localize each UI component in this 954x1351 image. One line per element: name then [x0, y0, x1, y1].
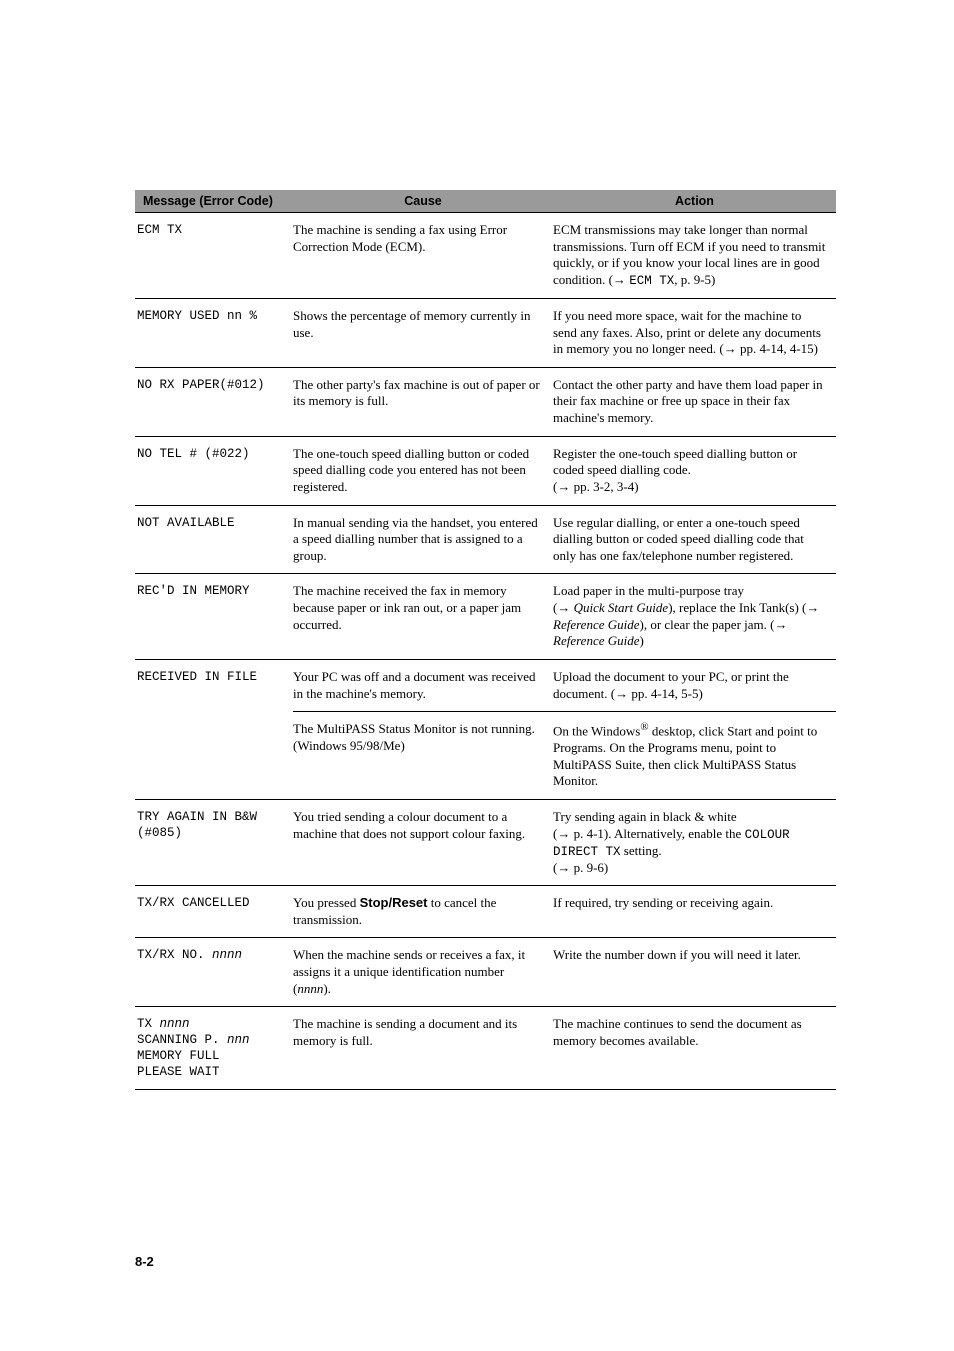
cell-action: Contact the other party and have them lo… [553, 367, 836, 436]
cell-action: ECM transmissions may take longer than n… [553, 213, 836, 299]
table-row: TX nnnnSCANNING P. nnnMEMORY FULLPLEASE … [135, 1007, 836, 1090]
page-number: 8-2 [135, 1254, 154, 1269]
table-row: TRY AGAIN IN B&W (#085)You tried sending… [135, 799, 836, 885]
cell-message: NOT AVAILABLE [135, 505, 293, 574]
cell-cause: You pressed Stop/Reset to cancel the tra… [293, 886, 553, 938]
header-cause: Cause [293, 190, 553, 213]
cell-message: TRY AGAIN IN B&W (#085) [135, 799, 293, 885]
cell-cause: The other party's fax machine is out of … [293, 367, 553, 436]
cell-cause: When the machine sends or receives a fax… [293, 938, 553, 1007]
cell-message: NO RX PAPER(#012) [135, 367, 293, 436]
cell-action: Try sending again in black & white(→ p. … [553, 799, 836, 885]
table-row: NO TEL # (#022)The one-touch speed diall… [135, 436, 836, 505]
cell-cause: The machine received the fax in memory b… [293, 574, 553, 660]
table-body: ECM TXThe machine is sending a fax using… [135, 213, 836, 1090]
cell-action: Register the one-touch speed dialling bu… [553, 436, 836, 505]
cell-action: Load paper in the multi-purpose tray(→ Q… [553, 574, 836, 660]
page-content: Message (Error Code) Cause Action ECM TX… [0, 0, 954, 1090]
cell-action: If required, try sending or receiving ag… [553, 886, 836, 938]
cell-action: If you need more space, wait for the mac… [553, 298, 836, 367]
cell-cause: Your PC was off and a document was recei… [293, 659, 553, 711]
table-row: REC'D IN MEMORYThe machine received the … [135, 574, 836, 660]
table-row: MEMORY USED nn %Shows the percentage of … [135, 298, 836, 367]
cell-action: Write the number down if you will need i… [553, 938, 836, 1007]
cell-cause: You tried sending a colour document to a… [293, 799, 553, 885]
cell-cause: Shows the percentage of memory currently… [293, 298, 553, 367]
cell-message: MEMORY USED nn % [135, 298, 293, 367]
table-row: The MultiPASS Status Monitor is not runn… [135, 712, 836, 800]
cell-cause: The MultiPASS Status Monitor is not runn… [293, 712, 553, 800]
cell-message: TX/RX NO. nnnn [135, 938, 293, 1007]
cell-message: RECEIVED IN FILE [135, 659, 293, 711]
cell-cause: The one-touch speed dialling button or c… [293, 436, 553, 505]
table-row: TX/RX CANCELLEDYou pressed Stop/Reset to… [135, 886, 836, 938]
table-row: RECEIVED IN FILEYour PC was off and a do… [135, 659, 836, 711]
table-row: TX/RX NO. nnnnWhen the machine sends or … [135, 938, 836, 1007]
cell-cause: The machine is sending a document and it… [293, 1007, 553, 1090]
header-message: Message (Error Code) [135, 190, 293, 213]
header-action: Action [553, 190, 836, 213]
cell-message: NO TEL # (#022) [135, 436, 293, 505]
table-row: NO RX PAPER(#012)The other party's fax m… [135, 367, 836, 436]
table-header-row: Message (Error Code) Cause Action [135, 190, 836, 213]
cell-message: ECM TX [135, 213, 293, 299]
table-row: NOT AVAILABLEIn manual sending via the h… [135, 505, 836, 574]
cell-message [135, 712, 293, 800]
cell-action: On the Windows® desktop, click Start and… [553, 712, 836, 800]
cell-cause: In manual sending via the handset, you e… [293, 505, 553, 574]
cell-action: Use regular dialling, or enter a one-tou… [553, 505, 836, 574]
cell-action: Upload the document to your PC, or print… [553, 659, 836, 711]
cell-message: TX/RX CANCELLED [135, 886, 293, 938]
cell-action: The machine continues to send the docume… [553, 1007, 836, 1090]
cell-message: REC'D IN MEMORY [135, 574, 293, 660]
cell-cause: The machine is sending a fax using Error… [293, 213, 553, 299]
cell-message: TX nnnnSCANNING P. nnnMEMORY FULLPLEASE … [135, 1007, 293, 1090]
table-row: ECM TXThe machine is sending a fax using… [135, 213, 836, 299]
error-table: Message (Error Code) Cause Action ECM TX… [135, 190, 836, 1090]
